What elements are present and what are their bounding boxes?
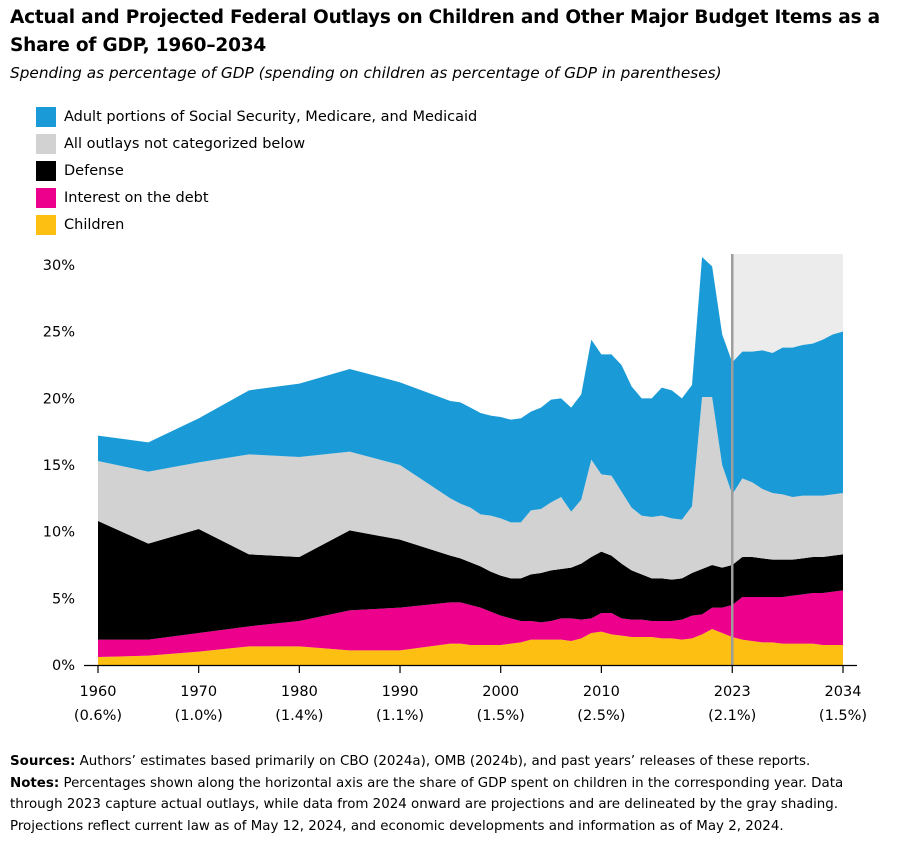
legend-swatch-other (36, 133, 56, 154)
legend-swatch-interest (36, 187, 56, 208)
legend-item-adult: Adult portions of Social Security, Medic… (36, 103, 477, 130)
x-tick-label: 2000 (482, 684, 519, 700)
y-tick-label: 20% (43, 391, 75, 407)
area-interest (98, 590, 843, 657)
legend-label-defense: Defense (64, 162, 124, 179)
x-tick-label: 2034 (825, 684, 862, 700)
y-tick-label: 25% (43, 325, 75, 341)
legend-item-interest: Interest on the debt (36, 184, 477, 211)
x-tick-sublabel: (1.5%) (819, 708, 867, 724)
notes-note: Notes: Percentages shown along the horiz… (10, 773, 895, 838)
legend-swatch-defense (36, 160, 56, 181)
sources-note: Sources: Authors’ estimates based primar… (10, 751, 895, 773)
x-tick-sublabel: (1.0%) (175, 708, 223, 724)
area-series-layer (98, 257, 843, 665)
notes-text: Percentages shown along the horizontal a… (10, 775, 844, 834)
chart-subtitle: Spending as percentage of GDP (spending … (10, 64, 722, 82)
legend-label-interest: Interest on the debt (64, 189, 209, 206)
legend-item-defense: Defense (36, 157, 477, 184)
legend: Adult portions of Social Security, Medic… (36, 103, 477, 238)
legend-item-children: Children (36, 211, 477, 238)
y-tick-label: 15% (43, 458, 75, 474)
x-tick-sublabel: (1.1%) (376, 708, 424, 724)
chart-title: Actual and Projected Federal Outlays on … (10, 7, 880, 56)
legend-swatch-adult (36, 106, 56, 127)
y-tick-label: 30% (43, 258, 75, 274)
legend-swatch-children (36, 214, 56, 235)
y-tick-label: 0% (52, 658, 75, 674)
x-tick-label: 1990 (382, 684, 419, 700)
x-tick-label: 1980 (281, 684, 318, 700)
y-tick-label: 5% (52, 591, 75, 607)
x-tick-label: 2023 (714, 684, 751, 700)
x-tick-sublabel: (1.5%) (477, 708, 525, 724)
x-tick-sublabel: (2.1%) (708, 708, 756, 724)
x-tick-label: 1970 (180, 684, 217, 700)
x-tick-label: 1960 (80, 684, 117, 700)
axis-layer: 0% 5% 10% 15% 20% 25% 30% 1960 (0.6%) 1970 (1.0%) 1… (43, 254, 867, 724)
legend-label-adult: Adult portions of Social Security, Medic… (64, 108, 478, 125)
x-tick-sublabel: (0.6%) (74, 708, 122, 724)
legend-label-other: All outlays not categorized below (64, 135, 306, 152)
sources-label: Sources: (10, 754, 76, 769)
sources-text: Authors’ estimates based primarily on CB… (75, 754, 811, 769)
area-adult (98, 257, 843, 523)
x-tick-label: 2010 (583, 684, 620, 700)
x-tick-sublabel: (1.4%) (275, 708, 323, 724)
area-other (98, 397, 843, 580)
notes-label: Notes: (10, 775, 60, 791)
area-children (98, 629, 843, 665)
legend-label-children: Children (64, 216, 125, 233)
chart-footer: Sources: Authors’ estimates based primar… (10, 751, 895, 837)
x-tick-sublabel: (2.5%) (577, 708, 625, 724)
area-defense (98, 521, 843, 640)
legend-item-other: All outlays not categorized below (36, 130, 477, 157)
y-tick-label: 10% (43, 525, 75, 541)
